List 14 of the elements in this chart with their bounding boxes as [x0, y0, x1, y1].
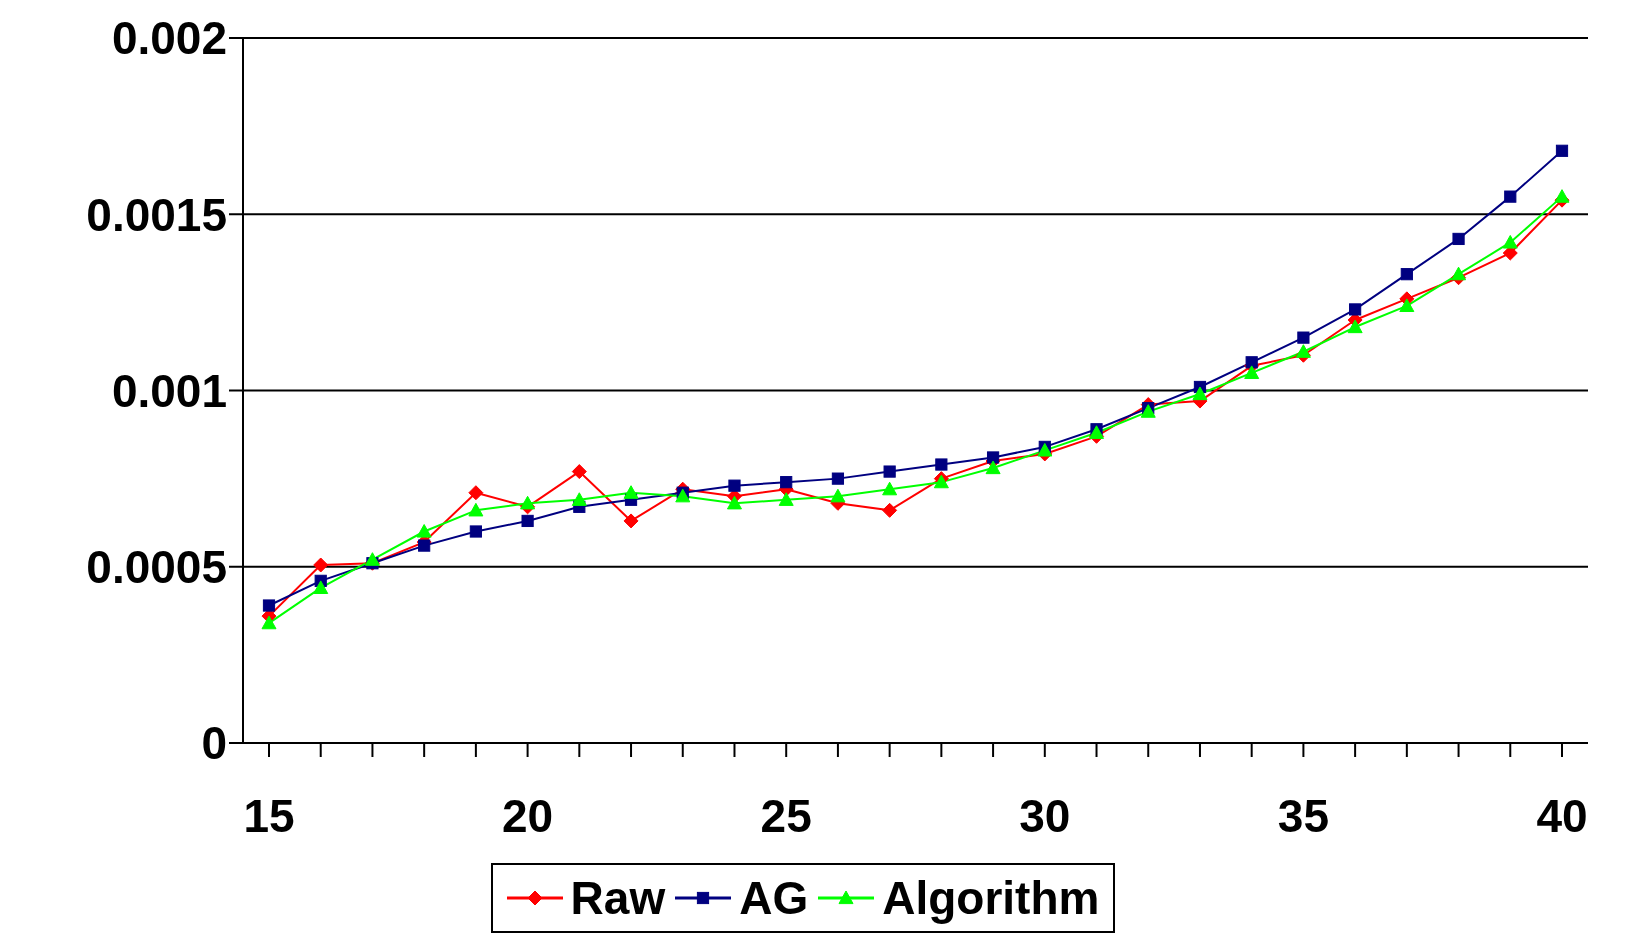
y-tick-label: 0.0015 [86, 188, 227, 241]
legend-label: AG [739, 871, 809, 925]
x-tick-label: 40 [1536, 789, 1588, 842]
x-tick-label: 20 [502, 789, 554, 842]
y-tick-label: 0.0005 [86, 541, 227, 594]
y-tick-label: 0.002 [111, 12, 227, 65]
x-tick-label: 35 [1277, 789, 1329, 842]
y-tick-label: 0.001 [111, 364, 227, 417]
legend-label: Algorithm [882, 871, 1100, 925]
x-tick-label: 25 [760, 789, 812, 842]
legend-label: Raw [570, 871, 666, 925]
y-tick-label: 0 [201, 717, 227, 770]
x-tick-label: 15 [243, 789, 295, 842]
x-tick-label: 30 [1019, 789, 1071, 842]
